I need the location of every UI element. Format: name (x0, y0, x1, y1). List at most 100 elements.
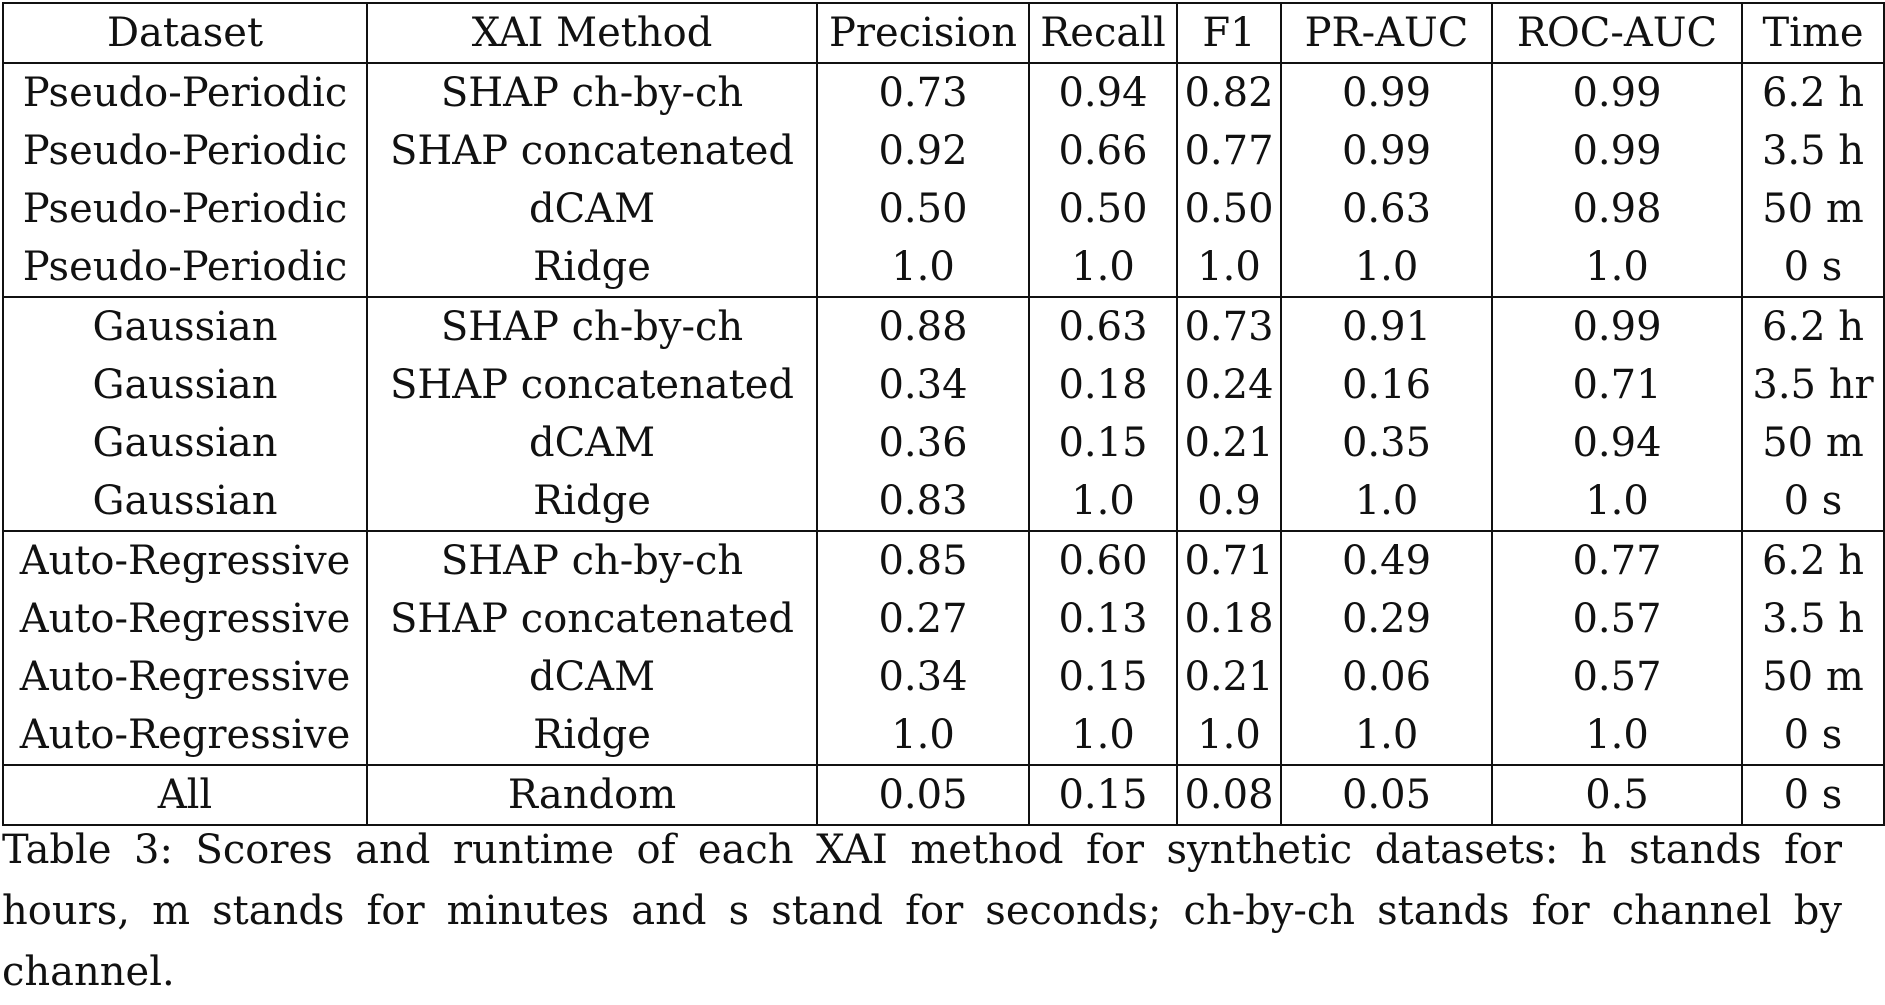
table-cell: 0.06 (1280, 648, 1493, 706)
table-cell: 0.18 (1028, 356, 1178, 414)
table-cell: 0.13 (1028, 590, 1178, 648)
table-cell: 1.0 (1028, 472, 1178, 532)
table-cell: 0.99 (1280, 122, 1493, 180)
table-cell: 0.77 (1491, 530, 1743, 590)
table-cell: 50 m (1741, 648, 1885, 706)
table-cell: 1.0 (1491, 706, 1743, 766)
table-cell: 0.16 (1280, 356, 1493, 414)
results-table: Dataset XAI Method Precision Recall F1 PR-AUC… (2, 2, 1885, 826)
table-row: Gaussian dCAM 0.36 0.15 0.21 0.35 0.94 50 m (2, 414, 1885, 472)
table-cell: 0.49 (1280, 530, 1493, 590)
table-cell: Gaussian (2, 472, 368, 532)
table-cell: All (2, 764, 368, 826)
table-cell: 1.0 (1176, 238, 1282, 298)
table-cell: 0.24 (1176, 356, 1282, 414)
table-cell: 1.0 (1280, 238, 1493, 298)
table-cell: dCAM (366, 648, 818, 706)
table-cell: 0.18 (1176, 590, 1282, 648)
column-header: Dataset (2, 2, 368, 64)
table-cell: 0.92 (816, 122, 1030, 180)
table-cell: 0.15 (1028, 764, 1178, 826)
table-cell: 0 s (1741, 238, 1885, 298)
table-row: Auto-Regressive SHAP concatenated 0.27 0.13… (2, 590, 1885, 648)
table-cell: 6.2 h (1741, 530, 1885, 590)
table-cell: 0.34 (816, 356, 1030, 414)
table-cell: SHAP ch-by-ch (366, 296, 818, 356)
table-cell: 0.94 (1491, 414, 1743, 472)
column-header: Precision (816, 2, 1030, 64)
table-cell: 0.71 (1491, 356, 1743, 414)
table-cell: 1.0 (1280, 472, 1493, 532)
table-cell: dCAM (366, 180, 818, 238)
table-cell: 0 s (1741, 706, 1885, 766)
table-cell: 0.21 (1176, 414, 1282, 472)
table-cell: Ridge (366, 238, 818, 298)
table-cell: 0.35 (1280, 414, 1493, 472)
column-header: Time (1741, 2, 1885, 64)
table-cell: 50 m (1741, 414, 1885, 472)
table-cell: 0.99 (1280, 62, 1493, 122)
table-cell: 0.9 (1176, 472, 1282, 532)
table-cell: 0.57 (1491, 590, 1743, 648)
table-body: Pseudo-Periodic SHAP ch-by-ch 0.73 0.94 0.82… (2, 62, 1885, 826)
table-cell: 3.5 hr (1741, 356, 1885, 414)
table-cell: 0.85 (816, 530, 1030, 590)
table-cell: 1.0 (1028, 238, 1178, 298)
table-cell: 0.50 (1028, 180, 1178, 238)
table-cell: 0 s (1741, 472, 1885, 532)
table-cell: 0.63 (1280, 180, 1493, 238)
table-cell: Gaussian (2, 414, 368, 472)
table-cell: SHAP concatenated (366, 590, 818, 648)
table-row: Auto-Regressive SHAP ch-by-ch 0.85 0.60 0.71… (2, 530, 1885, 590)
table-cell: Gaussian (2, 356, 368, 414)
table-cell: 0.73 (1176, 296, 1282, 356)
table-cell: 0.5 (1491, 764, 1743, 826)
table-cell: 0.88 (816, 296, 1030, 356)
table-row: Gaussian SHAP ch-by-ch 0.88 0.63 0.73 0.91 0.9… (2, 296, 1885, 356)
table-cell: 0.83 (816, 472, 1030, 532)
header-row: Dataset XAI Method Precision Recall F1 PR-AUC… (2, 2, 1885, 64)
table-row: Pseudo-Periodic Ridge 1.0 1.0 1.0 1.0 1.0 0 s (2, 238, 1885, 298)
table-row: Gaussian SHAP concatenated 0.34 0.18 0.24 0.1… (2, 356, 1885, 414)
table-cell: 0.66 (1028, 122, 1178, 180)
table-cell: 0.05 (816, 764, 1030, 826)
column-header: Recall (1028, 2, 1178, 64)
table-cell: 0.82 (1176, 62, 1282, 122)
table-cell: Pseudo-Periodic (2, 180, 368, 238)
column-header: F1 (1176, 2, 1282, 64)
table-row: Pseudo-Periodic SHAP concatenated 0.92 0.66… (2, 122, 1885, 180)
table-cell: 0.21 (1176, 648, 1282, 706)
table-cell: 0.99 (1491, 62, 1743, 122)
table-cell: 0.71 (1176, 530, 1282, 590)
table-cell: 1.0 (1176, 706, 1282, 766)
table-cell: SHAP ch-by-ch (366, 530, 818, 590)
table-cell: 0.27 (816, 590, 1030, 648)
table-cell: 0.57 (1491, 648, 1743, 706)
table-cell: 0.73 (816, 62, 1030, 122)
table-cell: 0.91 (1280, 296, 1493, 356)
table-cell: Auto-Regressive (2, 648, 368, 706)
table-cell: 0.05 (1280, 764, 1493, 826)
table-cell: 0.94 (1028, 62, 1178, 122)
table-cell: 0.98 (1491, 180, 1743, 238)
table-cell: 0.50 (1176, 180, 1282, 238)
table-cell: 1.0 (1280, 706, 1493, 766)
table-cell: Pseudo-Periodic (2, 238, 368, 298)
table-cell: Auto-Regressive (2, 706, 368, 766)
table-cell: 0.50 (816, 180, 1030, 238)
table-cell: dCAM (366, 414, 818, 472)
table-caption: Table 3: Scores and runtime of each XAI … (2, 827, 1842, 995)
table-header: Dataset XAI Method Precision Recall F1 PR-AUC… (2, 2, 1885, 64)
table-cell: 50 m (1741, 180, 1885, 238)
table-cell: Pseudo-Periodic (2, 62, 368, 122)
table-cell: SHAP concatenated (366, 356, 818, 414)
table-cell: 1.0 (816, 706, 1030, 766)
table-cell: 0.60 (1028, 530, 1178, 590)
table-cell: 0.15 (1028, 414, 1178, 472)
table-cell: Auto-Regressive (2, 590, 368, 648)
column-header: PR-AUC (1280, 2, 1493, 64)
table-cell: 3.5 h (1741, 590, 1885, 648)
table-cell: 0.15 (1028, 648, 1178, 706)
table-row: Pseudo-Periodic dCAM 0.50 0.50 0.50 0.63 0.98 5… (2, 180, 1885, 238)
